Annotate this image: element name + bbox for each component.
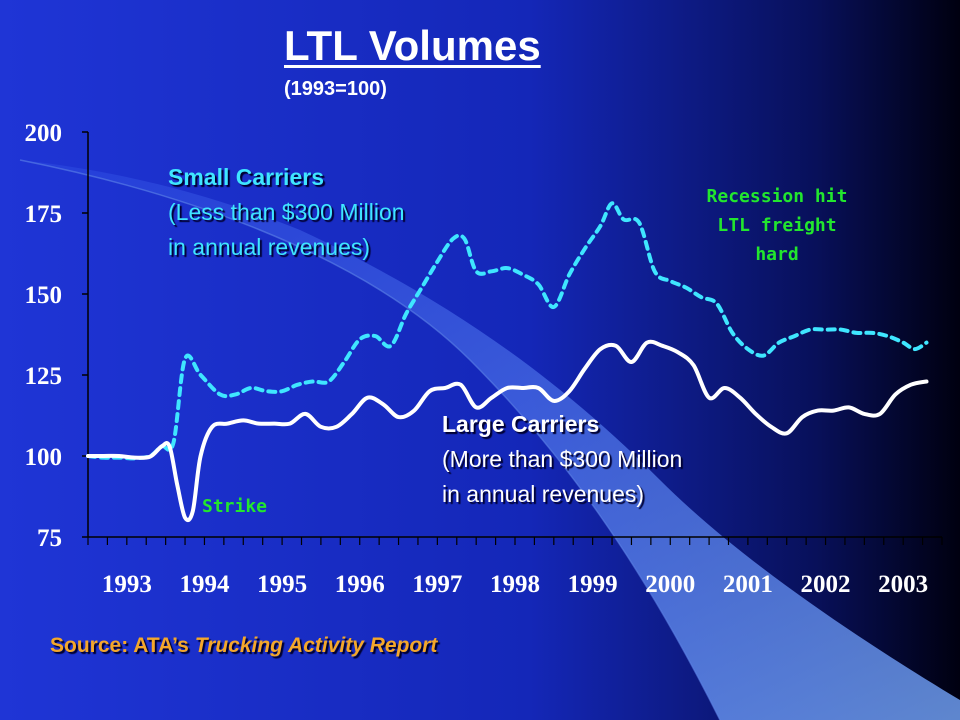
recession-line-1: Recession hit [706,186,848,207]
small-carriers-line-2: (Less than $300 Million [168,199,405,225]
page-title: LTL Volumes [284,22,541,69]
y-tick-label: 100 [25,444,63,471]
x-tick-label: 1993 [102,571,152,598]
y-tick-label: 125 [25,363,63,390]
chart-axes: 75 100 125 150 175 200 1993 1994 1995 1996 1997 199… [25,120,943,598]
large-carriers-line-3: in annual revenues) [442,481,645,507]
x-tick-label: 1998 [490,571,540,598]
x-tick-label: 2000 [645,571,695,598]
x-tick-label: 1995 [257,571,307,598]
decorative-swoosh [20,160,960,720]
small-carriers-heading: Small Carriers [168,164,324,190]
x-tick-label: 1999 [568,571,618,598]
large-carriers-heading: Large Carriers [442,411,600,437]
source-note: Source: ATA’s Trucking Activity Report [50,634,437,658]
large-carriers-line-2: (More than $300 Million [442,446,683,472]
recession-line-3: hard [755,244,799,265]
x-tick-label: 2001 [723,571,773,598]
source-prefix: Source: ATA’s [50,634,195,657]
y-tick-label: 150 [25,282,63,309]
x-tick-label: 1994 [179,571,230,598]
x-tick-label: 1996 [335,571,385,598]
series-line-small-carriers [86,201,929,461]
large-carriers-label: Large Carriers (More than $300 Million i… [442,407,682,512]
recession-line-2: LTL freight [717,215,837,236]
small-carriers-label: Small Carriers (Less than $300 Million i… [168,160,405,265]
recession-annotation: Recession hit LTL freight hard [672,182,882,269]
small-carriers-line-3: in annual revenues) [168,234,371,260]
chart-lines [86,201,929,523]
strike-annotation: Strike [202,496,268,517]
x-tick-label: 2002 [801,571,851,598]
x-tick-label: 1997 [412,571,462,598]
source-report-name: Trucking Activity Report [194,634,438,657]
y-tick-label: 75 [37,525,62,552]
page-subtitle: (1993=100) [284,78,387,100]
x-tick-label: 2003 [878,571,928,598]
y-tick-label: 175 [25,201,63,228]
series-line-large-carriers [86,339,929,523]
y-tick-label: 200 [25,120,63,147]
